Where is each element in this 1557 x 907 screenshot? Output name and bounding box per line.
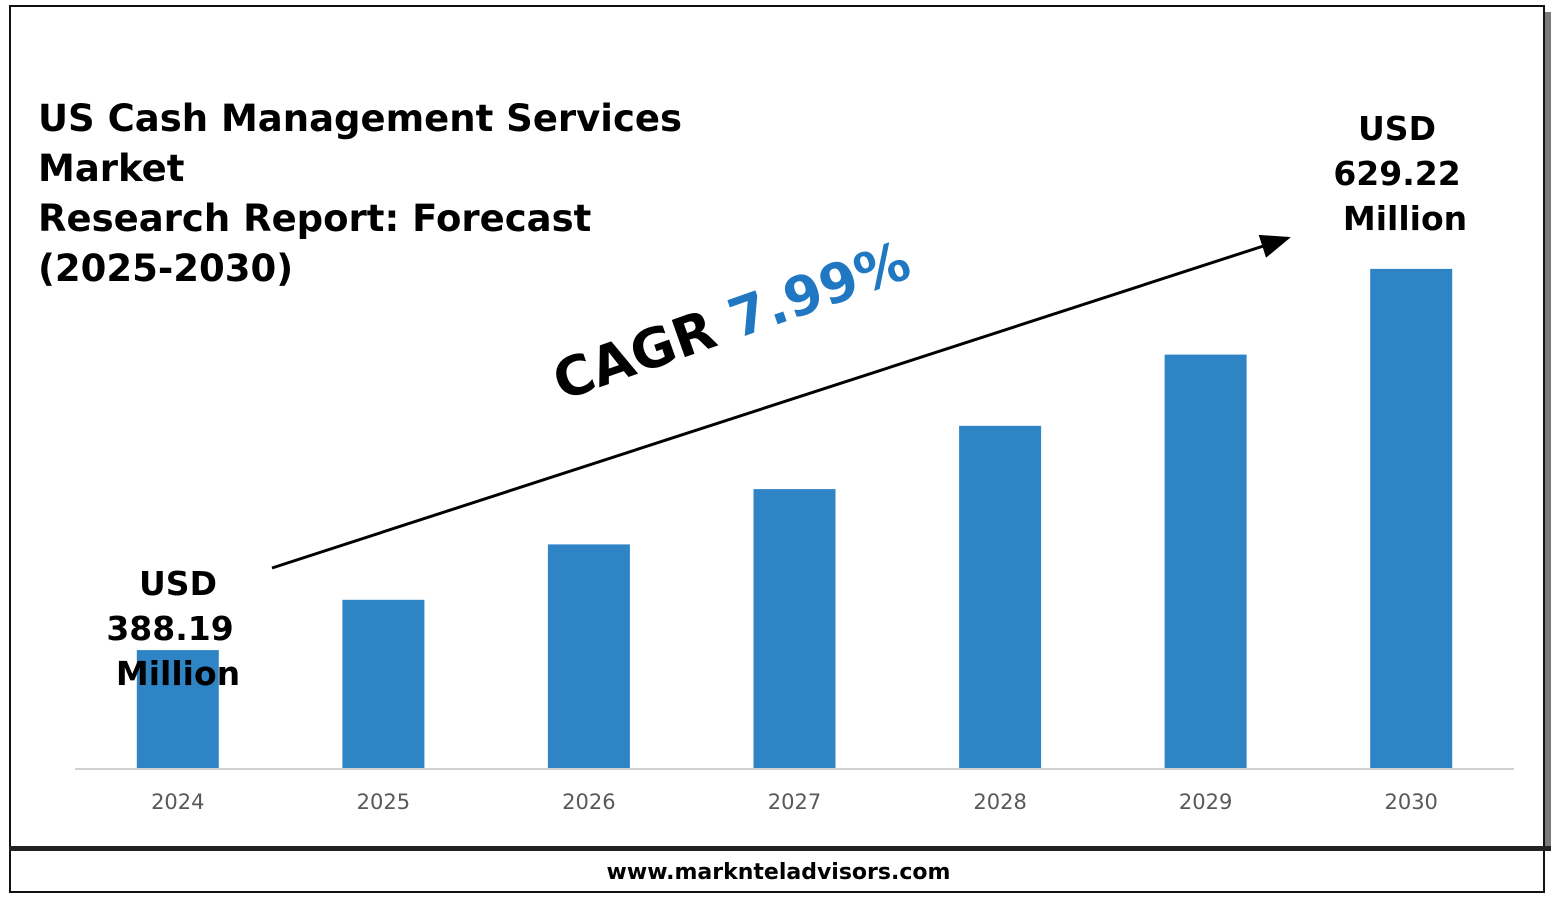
bar-2029 — [1164, 354, 1247, 769]
start-callout-currency: USD — [139, 564, 217, 603]
end-value-callout: USD 629.22 Million — [1310, 106, 1500, 241]
start-callout-value: 388.19 — [106, 609, 234, 648]
title-line-3: (2025-2030) — [38, 247, 294, 290]
bar-2024 — [136, 650, 219, 769]
bars-group — [136, 268, 1453, 769]
start-value-callout: USD 388.19 Million — [88, 561, 268, 696]
x-tick-labels: 2024 2025 2026 2027 2028 2029 2030 — [151, 790, 1438, 814]
end-callout-unit: Million — [1342, 199, 1468, 238]
x-tick-label-2025: 2025 — [357, 790, 410, 814]
bar-2025 — [342, 599, 425, 769]
chart-frame — [9, 5, 1545, 893]
x-tick-label-2028: 2028 — [973, 790, 1026, 814]
bar-2027 — [753, 489, 836, 769]
bar-2030 — [1370, 268, 1453, 769]
title-line-2: Research Report: Forecast — [38, 197, 592, 240]
x-tick-label-2030: 2030 — [1384, 790, 1437, 814]
end-callout-value: 629.22 — [1333, 154, 1461, 193]
bar-2026 — [547, 544, 630, 769]
x-tick-label-2029: 2029 — [1179, 790, 1232, 814]
title-line-1: US Cash Management Services Market — [38, 97, 683, 190]
bar-2028 — [959, 425, 1042, 769]
start-callout-unit: Million — [115, 654, 241, 693]
end-callout-currency: USD — [1358, 109, 1436, 148]
footer-website: www.marknteladvisors.com — [606, 860, 951, 885]
x-tick-label-2027: 2027 — [768, 790, 821, 814]
footer-divider — [9, 846, 1551, 851]
x-tick-label-2026: 2026 — [562, 790, 615, 814]
growth-arrow — [271, 234, 1291, 570]
chart-title: US Cash Management Services Market Resea… — [38, 94, 798, 294]
x-tick-label-2024: 2024 — [151, 790, 204, 814]
frame-shadow — [1545, 12, 1551, 848]
